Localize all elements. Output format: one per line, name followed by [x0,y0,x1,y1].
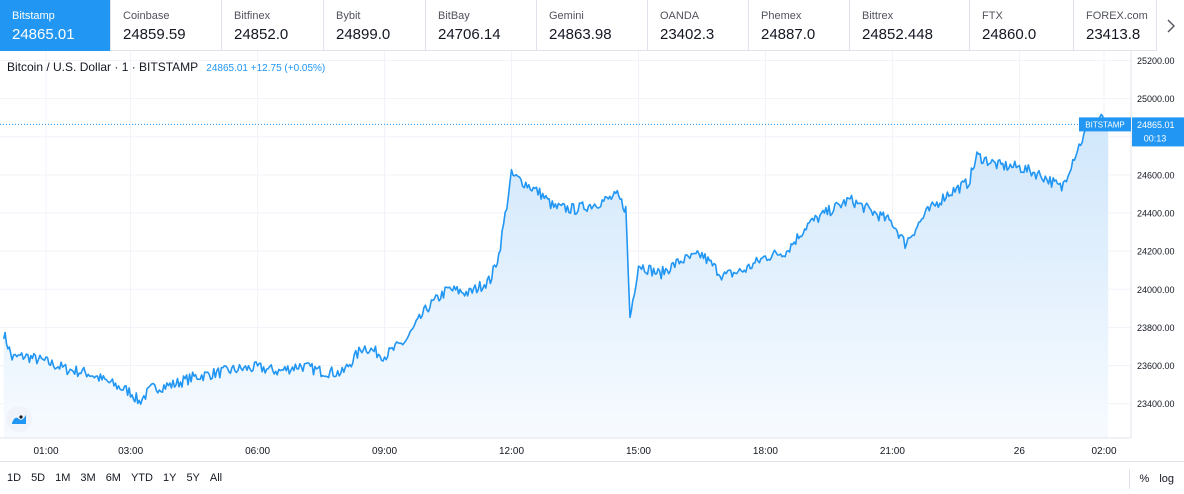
last-price-tag [1132,117,1184,147]
x-tick-label: 15:00 [626,446,651,457]
range-toolbar: 1D 5D 1M 3M 6M YTD 1Y 5Y All % log [0,461,1184,494]
exchange-name: Bittrex [862,10,894,22]
exchange-name: Coinbase [123,10,170,22]
exchange-name: Bitstamp [12,10,55,22]
x-tick-label: 21:00 [880,446,905,457]
exchange-tab-bybit[interactable]: Bybit 24899.0 [324,0,426,51]
price-area-fill [3,114,1109,438]
exchange-name: Bitfinex [234,10,271,22]
y-tick-label: 24400.00 [1137,209,1175,219]
exchange-tag-label: BITSTAMP [1085,120,1124,129]
x-tick-label: 01:00 [33,446,58,457]
y-tick-label: 25200.00 [1137,56,1175,66]
symbol-legend: Bitcoin / U.S. Dollar · 1 · BITSTAMP 248… [7,60,325,74]
exchange-tab-phemex[interactable]: Phemex 24887.0 [749,0,850,51]
chevron-right-icon[interactable] [1156,0,1184,51]
exchange-name: FTX [982,10,1003,22]
exchange-tab-coinbase[interactable]: Coinbase 24859.59 [111,0,222,51]
exchange-price: 24860.0 [982,26,1037,43]
toolbar-divider [1128,468,1130,489]
exchange-price: 24887.0 [761,26,816,43]
exchange-tab-oanda[interactable]: OANDA 23402.3 [648,0,749,51]
exchange-name: BitBay [438,10,470,22]
y-tick-label: 24200.00 [1137,247,1175,257]
range-button-5y[interactable]: 5Y [186,472,200,484]
y-tick-label: 23800.00 [1137,323,1175,333]
y-tick-label: 24600.00 [1137,170,1175,180]
range-button-all[interactable]: All [209,472,223,484]
exchange-name: FOREX.com [1086,10,1148,22]
x-tick-label: 02:00 [1091,446,1116,457]
x-tick-label: 18:00 [753,446,778,457]
exchange-price: 24863.98 [549,26,612,43]
range-button-6m[interactable]: 6M [105,472,121,484]
exchange-tab-bitstamp[interactable]: Bitstamp 24865.01 [0,0,111,51]
scale-options: % log [1128,462,1184,494]
range-button-5d[interactable]: 5D [31,472,46,484]
range-button-1m[interactable]: 1M [55,472,71,484]
exchange-tab-bitfinex[interactable]: Bitfinex 24852.0 [222,0,324,51]
exchange-tabs: Bitstamp 24865.01 Coinbase 24859.59 Bitfinex… [0,0,1184,51]
exchange-price: 24852.448 [862,26,933,43]
price-line [2,113,1109,405]
y-tick-label: 25000.00 [1137,94,1175,104]
exchange-price: 24706.14 [438,26,501,43]
exchange-tab-bittrex[interactable]: Bittrex 24852.448 [850,0,970,51]
range-button-ytd[interactable]: YTD [130,472,153,484]
x-tick-label: 06:00 [245,446,270,457]
bar-countdown-label: 00:13 [1144,133,1167,143]
percent-scale-toggle[interactable]: % [1139,472,1150,485]
range-button-1y[interactable]: 1Y [162,472,177,484]
x-tick-label: 03:00 [118,446,143,457]
x-tick-label: 26 [1014,446,1026,457]
exchange-name: OANDA [660,10,700,22]
log-scale-toggle[interactable]: log [1159,472,1174,485]
exchange-tab-bitbay[interactable]: BitBay 24706.14 [426,0,537,51]
symbol-title: Bitcoin / U.S. Dollar · 1 · BITSTAMP [7,60,198,74]
last-price-change: 24865.01 +12.75 (+0.05%) [206,63,326,74]
y-tick-label: 23400.00 [1137,399,1175,409]
time-range-group: 1D 5D 1M 3M 6M YTD 1Y 5Y All [7,472,232,484]
y-tick-label: 23600.00 [1137,361,1175,371]
exchange-price-tag [1079,117,1131,132]
x-tick-label: 12:00 [499,446,524,457]
tradingview-logo-icon[interactable] [6,406,32,432]
exchange-price: 23413.8 [1086,26,1141,43]
range-button-3m[interactable]: 3M [80,472,96,484]
exchange-price: 24852.0 [234,26,289,43]
exchange-price: 24859.59 [123,26,186,43]
exchange-price: 24865.01 [12,26,75,43]
exchange-name: Gemini [549,10,584,22]
exchange-price: 23402.3 [660,26,715,43]
range-button-1d[interactable]: 1D [7,472,22,484]
y-tick-label: 24000.00 [1137,285,1175,295]
exchange-name: Phemex [761,10,802,22]
exchange-tab-forex-com[interactable]: FOREX.com 23413.8 [1074,0,1176,51]
exchange-tab-gemini[interactable]: Gemini 24863.98 [537,0,648,51]
exchange-name: Bybit [336,10,361,22]
exchange-tab-ftx[interactable]: FTX 24860.0 [970,0,1074,51]
x-tick-label: 09:00 [372,446,397,457]
last-price-label: 24865.01 [1137,120,1175,130]
price-chart[interactable]: 25200.0025000.0024800.0024600.0024400.00… [0,51,1184,461]
exchange-price: 24899.0 [336,26,391,43]
chart-canvas[interactable]: 25200.0025000.0024800.0024600.0024400.00… [0,51,1184,461]
